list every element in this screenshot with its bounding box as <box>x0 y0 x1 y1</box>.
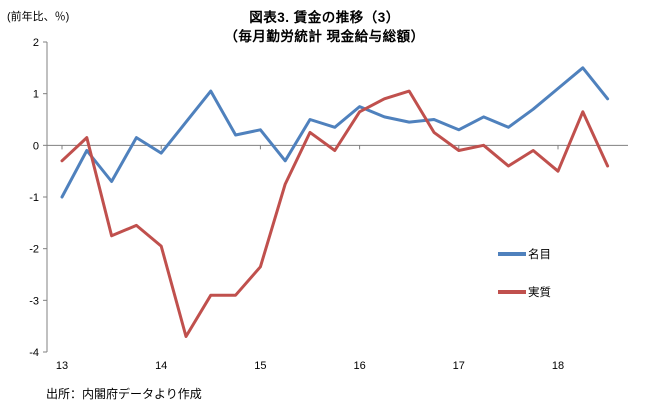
y-tick-label: -3 <box>29 295 39 307</box>
series-line-real <box>60 89 610 338</box>
y-tick-label: -1 <box>29 192 39 204</box>
y-tick-label: 0 <box>33 140 39 152</box>
legend-label: 実質 <box>528 287 551 299</box>
y-tick-label: -4 <box>29 347 39 359</box>
legend-label: 名目 <box>528 249 551 261</box>
x-tick-label: 15 <box>254 360 266 372</box>
chart-subtitle: （毎月勤労統計 現金給与総額） <box>224 29 425 44</box>
y-tick-label: 2 <box>33 37 39 49</box>
y-tick-label: 1 <box>33 89 39 101</box>
y-tick-label: -2 <box>29 244 39 256</box>
legend-line-sample <box>498 252 526 256</box>
source-note: 出所：内閣府データより作成 <box>46 387 202 401</box>
legend-item: 実質 <box>498 284 551 300</box>
x-tick-label: 17 <box>453 360 465 372</box>
legend-line-sample <box>498 290 526 294</box>
series-line-nominal <box>60 66 610 199</box>
legend-item: 名目 <box>498 246 551 262</box>
y-axis-unit-label: (前年比、％) <box>7 11 70 23</box>
legend: 名目 実質 <box>498 246 551 300</box>
x-tick-label: 16 <box>353 360 365 372</box>
x-tick-label: 18 <box>552 360 564 372</box>
chart-title: 図表3. 賃金の推移（3） <box>249 10 400 25</box>
x-tick-label: 14 <box>155 360 167 372</box>
x-tick-label: 13 <box>56 360 68 372</box>
